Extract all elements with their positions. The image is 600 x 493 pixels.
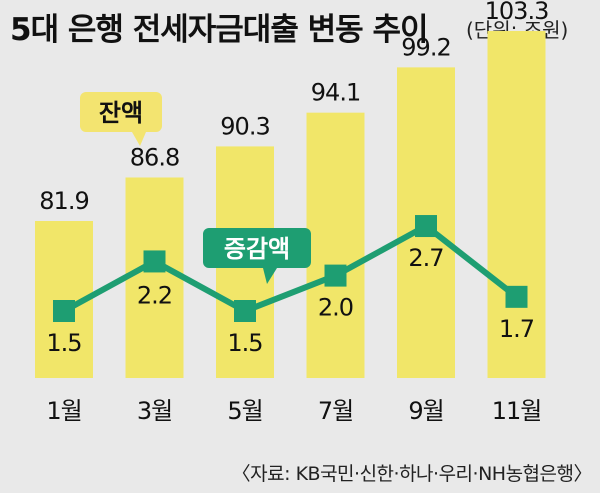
x-tick-label: 1월 [46,397,81,425]
bar-value-label: 94.1 [311,79,360,107]
change-value-label: 2.0 [318,294,353,322]
change-value-label: 2.7 [408,244,443,272]
line-marker [505,285,528,308]
balance-legend-label: 잔액 [99,99,143,127]
x-tick-label: 11월 [492,397,542,425]
balance-callout-pointer [132,132,146,146]
line-marker [234,300,256,322]
change-value-label: 1.7 [499,315,534,343]
source-note: 〈자료: KB국민·신한·하나·우리·NH농협은행〉 [231,463,593,485]
change-callout [203,228,311,268]
x-tick-label: 7월 [318,397,353,425]
change-callout-pointer [263,268,277,284]
chart-title: 5대 은행 전세자금대출 변동 추이 [10,12,428,48]
bar-value-label: 90.3 [220,112,269,140]
line-marker [324,264,347,287]
change-legend-label: 증감액 [224,235,290,263]
bar-value-label: 86.8 [130,143,179,171]
bar [125,177,184,378]
line-marker [415,215,437,238]
x-tick-label: 5월 [227,397,262,425]
bar-value-label: 99.2 [401,33,450,61]
bar [487,30,546,379]
bar-value-label: 103.3 [485,0,549,25]
change-line [62,223,519,314]
line-marker [143,250,166,273]
x-tick-label: 9월 [408,397,443,425]
x-tick-label: 3월 [137,397,172,425]
bar [306,112,365,378]
bar-value-label: 81.9 [39,187,88,215]
balance-callout [80,92,162,132]
line-marker [53,300,75,322]
change-value-label: 1.5 [227,329,262,357]
change-value-label: 2.2 [137,281,172,309]
change-value-label: 1.5 [46,329,81,357]
